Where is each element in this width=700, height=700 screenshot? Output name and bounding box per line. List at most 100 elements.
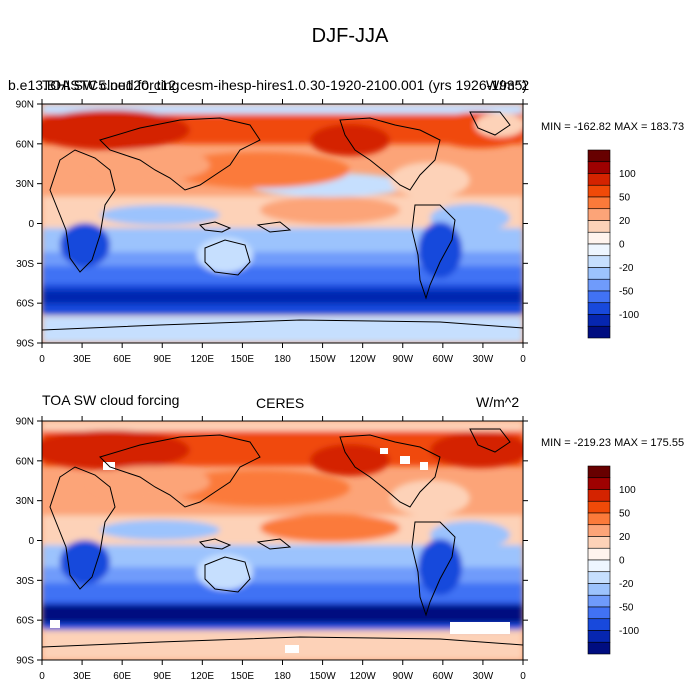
colorbar-label: -20 [619,263,634,274]
lon-label: 60E [113,671,131,682]
map-axes: 90N 60N 30N 0 30S 60S 90S 0 30E 60E 90E 120E 150E 180… [16,99,528,682]
lon-label: 30W [473,354,494,365]
panel-2-units: W/m^2 [476,394,520,410]
lat-label: 30N [16,179,34,190]
colorbar-swatch [587,536,611,549]
lat-label: 60S [16,616,34,627]
colorbar-label: -100 [619,626,639,637]
colorbar-swatch [587,512,611,526]
lon-label: 90E [153,671,171,682]
colorbar-swatch [587,278,611,292]
lon-label: 90W [392,671,413,682]
panel-2-center-string: CERES [256,395,305,411]
lat-label: 0 [28,219,34,230]
lat-label: 60N [16,139,34,150]
colorbar-label: 20 [619,532,631,543]
lon-label: 90W [392,354,413,365]
panel-1-colorbar: 100 50 20 0 -20 -50 -100 [587,149,639,339]
lat-label: 30S [16,259,34,270]
colorbar-label: -50 [619,287,634,298]
lon-label: 120E [191,671,215,682]
panel-1-left-string: TOA SW cloud forcing [42,77,180,93]
lon-label: 180 [274,671,291,682]
lat-label: 60N [16,456,34,467]
panel-2-left-string: TOA SW cloud forcing [42,392,180,408]
lon-label: 30W [473,671,494,682]
lat-label: 90N [16,417,34,428]
lon-label: 0 [520,671,526,682]
colorbar-swatch [587,231,611,245]
colorbar-swatch [587,267,611,280]
colorbar-swatch [587,184,611,198]
colorbar-swatch [587,161,611,174]
colorbar-swatch [587,477,611,490]
lon-label: 120W [350,671,377,682]
colorbar-swatch [587,630,611,643]
lon-label: 30E [73,671,91,682]
lon-label: 90E [153,354,171,365]
lat-label: 0 [28,536,34,547]
colorbar-swatch [587,641,611,655]
colorbar-swatch [587,606,611,620]
colorbar-swatch [587,314,611,327]
colorbar-swatch [587,489,611,502]
colorbar-swatch [587,196,611,210]
lat-label: 30N [16,496,34,507]
colorbar-swatch [587,500,611,514]
lon-label: 120E [191,354,215,365]
colorbar-swatch [587,173,611,186]
colorbar-swatch [587,290,611,304]
panel-2-min-max: MIN = -219.23 MAX = 175.55 [541,437,685,449]
colorbar-swatch [587,325,611,339]
colorbar-swatch [587,149,611,163]
colorbar-label: 20 [619,216,631,227]
colorbar-swatch [587,302,611,315]
lon-label: 150E [231,671,255,682]
colorbar-label: -20 [619,579,634,590]
colorbar-label: -100 [619,310,639,321]
lon-label: 60W [433,671,454,682]
lon-label: 150W [310,671,337,682]
colorbar-swatch [587,618,611,631]
lon-label: 60W [433,354,454,365]
panel-1-case-name: b.e13.BHISTC5.ne120_t12.cesm-ihesp-hires… [8,77,528,93]
colorbar-swatch [587,571,611,584]
colorbar-swatch [587,594,611,608]
colorbar-swatch [587,243,611,257]
lat-label: 90S [16,339,34,350]
colorbar-label: 100 [619,169,636,180]
colorbar-swatch [587,255,611,268]
lon-label: 0 [520,354,526,365]
lat-label: 60S [16,299,34,310]
colorbar-swatch [587,208,611,221]
lon-label: 0 [39,671,45,682]
colorbar-swatch [587,559,611,573]
colorbar-label: 0 [619,556,625,567]
lon-label: 30E [73,354,91,365]
panel-1-map [42,104,523,343]
panel-1-min-max: MIN = -162.82 MAX = 183.73 [541,121,685,133]
colorbar-swatch [587,583,611,596]
panel-2-colorbar: 100 50 20 0 -20 -50 -100 [587,465,639,655]
colorbar-label: 50 [619,509,631,520]
lat-label: 90S [16,656,34,667]
colorbar-swatch [587,547,611,561]
lon-label: 60E [113,354,131,365]
colorbar-label: 100 [619,485,636,496]
colorbar-label: 0 [619,240,625,251]
panel-1-units: W/m^2 [486,77,530,93]
panel-2-map [42,421,523,660]
colorbar-swatch [587,524,611,537]
lat-label: 30S [16,576,34,587]
colorbar-label: -50 [619,603,634,614]
lat-label: 90N [16,100,34,111]
colorbar-swatch [587,465,611,479]
lon-label: 120W [350,354,377,365]
lon-label: 150W [310,354,337,365]
colorbar-label: 50 [619,193,631,204]
lon-label: 180 [274,354,291,365]
lon-label: 0 [39,354,45,365]
lon-label: 150E [231,354,255,365]
figure-title: DJF-JJA [311,25,389,47]
